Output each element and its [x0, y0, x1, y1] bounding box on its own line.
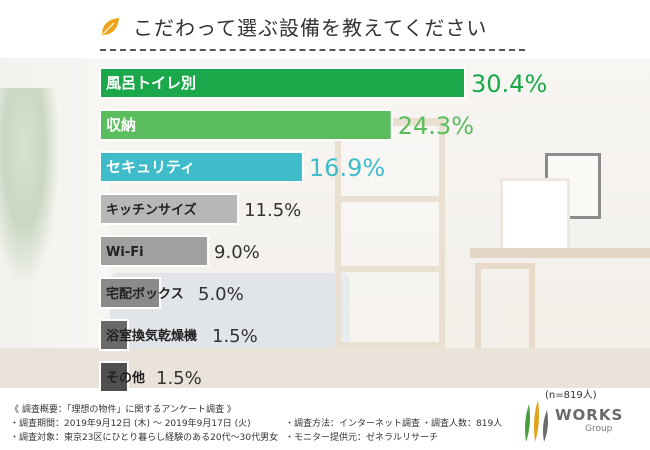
sample-size: (n=819人) — [545, 390, 597, 401]
logo-mark-icon — [525, 400, 548, 442]
category-label-1: 風呂トイレ別 — [106, 74, 196, 92]
survey-provider: ・モニター提供元：ゼネラルリサーチ — [285, 433, 439, 443]
bar-4 — [99, 193, 240, 225]
bar-2 — [99, 109, 393, 141]
frame-decor — [500, 178, 570, 254]
bar-8 — [99, 361, 129, 393]
value-label-4: 11.5% — [244, 200, 301, 221]
bar-6 — [99, 277, 162, 309]
title-divider — [100, 49, 525, 51]
desk-decor — [470, 248, 650, 258]
value-label-7: 1.5% — [212, 326, 258, 347]
leaf-icon — [102, 18, 119, 35]
value-label-1: 30.4% — [471, 70, 547, 98]
chart-title: こだわって選ぶ設備を教えてください — [133, 16, 488, 40]
bar-1 — [99, 67, 466, 99]
category-label-2: 収納 — [106, 116, 136, 134]
category-label-3: セキュリティ — [106, 158, 195, 176]
chair-decor — [475, 263, 535, 373]
category-label-5: Wi-Fi — [106, 245, 144, 260]
survey-method: ・調査方法：インターネット調査 — [285, 419, 421, 429]
shelf-decor — [335, 118, 445, 348]
value-label-3: 16.9% — [309, 154, 385, 182]
category-label-6: 宅配ボックス — [106, 286, 184, 302]
survey-target: ・調査対象：東京23区にひとり暮らし経験のある20代～30代男女 — [10, 433, 279, 443]
works-group-logo: WORKS Group — [515, 396, 645, 446]
value-label-5: 9.0% — [214, 242, 260, 263]
category-label-8: その他 — [106, 370, 145, 386]
logo-sub: Group — [585, 424, 613, 434]
chart-header: こだわって選ぶ設備を教えてください — [95, 6, 535, 58]
bar-5 — [99, 235, 210, 267]
plant-decor — [0, 88, 60, 288]
logo-name: WORKS — [555, 406, 624, 424]
survey-period: ・調査期間：2019年9月12日 (木) ～ 2019年9月17日 (火) — [10, 419, 251, 429]
bar-7 — [99, 319, 129, 351]
value-label-6: 5.0% — [198, 284, 244, 305]
value-label-2: 24.3% — [398, 112, 474, 140]
category-label-4: キッチンサイズ — [106, 202, 197, 218]
survey-overview: 《 調査概要：「理想の物件」に関するアンケート調査 》 — [10, 405, 236, 415]
category-label-7: 浴室換気乾燥機 — [106, 328, 197, 344]
survey-count: ・調査人数：819人 — [422, 419, 503, 429]
value-label-8: 1.5% — [156, 368, 202, 389]
bar-3 — [99, 151, 304, 183]
